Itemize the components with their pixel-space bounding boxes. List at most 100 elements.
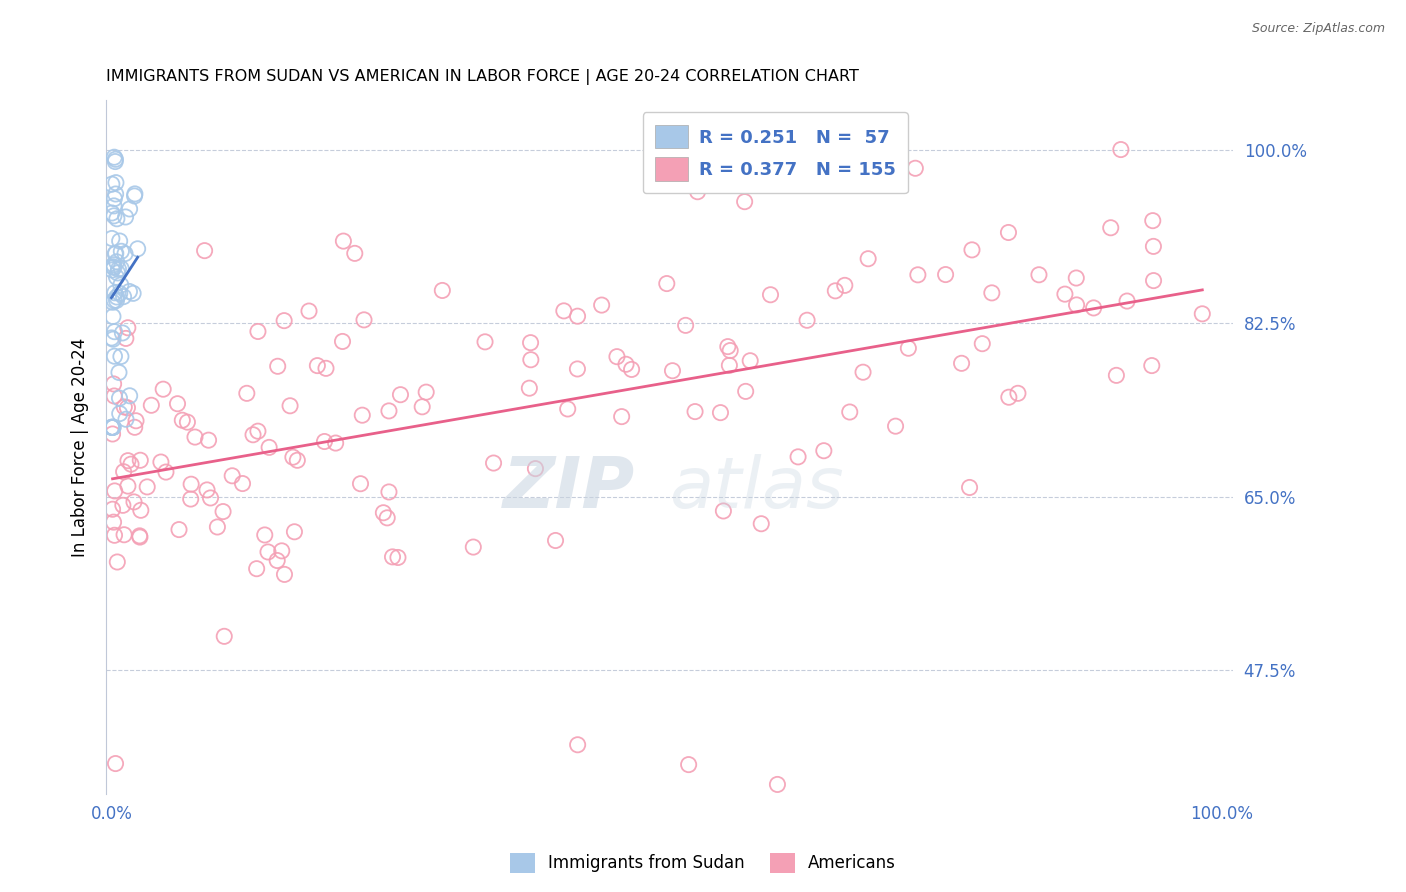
Point — [103, 528, 125, 542]
Point — [285, 453, 308, 467]
Point — [273, 567, 295, 582]
Point — [149, 455, 172, 469]
Point — [907, 268, 929, 282]
Point — [110, 244, 132, 259]
Point — [1083, 301, 1105, 315]
Point — [1064, 271, 1087, 285]
Point — [373, 506, 395, 520]
Point — [1066, 298, 1088, 312]
Point — [283, 524, 305, 539]
Point — [314, 434, 336, 449]
Point — [107, 262, 129, 277]
Point — [980, 285, 1002, 300]
Point — [332, 334, 354, 349]
Point — [381, 549, 404, 564]
Point — [567, 362, 589, 376]
Point — [114, 246, 136, 260]
Point — [105, 254, 128, 268]
Point — [257, 545, 280, 559]
Point — [103, 293, 125, 308]
Point — [246, 562, 269, 576]
Point — [103, 258, 125, 272]
Point — [105, 293, 128, 308]
Point — [718, 343, 741, 358]
Point — [117, 453, 139, 467]
Text: Source: ZipAtlas.com: Source: ZipAtlas.com — [1251, 22, 1385, 36]
Point — [128, 529, 150, 543]
Point — [108, 391, 131, 405]
Point — [463, 540, 485, 554]
Point — [683, 404, 706, 418]
Point — [127, 242, 149, 256]
Point — [343, 246, 366, 260]
Point — [713, 504, 735, 518]
Point — [950, 356, 973, 370]
Point — [104, 756, 127, 771]
Point — [352, 408, 374, 422]
Point — [415, 385, 437, 400]
Point — [432, 284, 454, 298]
Point — [124, 189, 146, 203]
Point — [474, 334, 496, 349]
Point — [101, 263, 124, 277]
Point — [257, 441, 280, 455]
Point — [101, 427, 124, 442]
Point — [1007, 386, 1029, 401]
Point — [103, 199, 125, 213]
Text: IMMIGRANTS FROM SUDAN VS AMERICAN IN LABOR FORCE | AGE 20-24 CORRELATION CHART: IMMIGRANTS FROM SUDAN VS AMERICAN IN LAB… — [105, 69, 859, 85]
Point — [152, 382, 174, 396]
Point — [194, 244, 217, 258]
Point — [567, 738, 589, 752]
Point — [104, 483, 127, 498]
Point — [122, 286, 145, 301]
Point — [675, 318, 697, 333]
Point — [520, 352, 543, 367]
Point — [108, 407, 131, 421]
Point — [813, 443, 835, 458]
Point — [904, 161, 927, 176]
Point — [281, 450, 304, 465]
Point — [787, 450, 810, 464]
Point — [856, 252, 879, 266]
Point — [519, 381, 541, 395]
Point — [315, 361, 337, 376]
Point — [103, 376, 125, 391]
Point — [557, 401, 579, 416]
Point — [101, 260, 124, 274]
Point — [104, 186, 127, 201]
Point — [349, 476, 371, 491]
Point — [998, 390, 1021, 404]
Point — [101, 310, 124, 324]
Point — [101, 295, 124, 310]
Point — [184, 430, 207, 444]
Point — [195, 483, 218, 497]
Point — [129, 453, 152, 467]
Point — [104, 246, 127, 260]
Point — [105, 290, 128, 304]
Point — [298, 304, 321, 318]
Point — [111, 498, 134, 512]
Point — [838, 405, 860, 419]
Point — [103, 420, 125, 434]
Point — [166, 397, 188, 411]
Point — [897, 341, 920, 355]
Point — [115, 412, 138, 426]
Point — [749, 516, 772, 531]
Point — [101, 420, 124, 434]
Point — [824, 284, 846, 298]
Point — [118, 285, 141, 299]
Point — [104, 247, 127, 261]
Point — [110, 278, 132, 293]
Point — [519, 335, 541, 350]
Point — [103, 325, 125, 339]
Point — [1142, 239, 1164, 253]
Point — [482, 456, 505, 470]
Point — [104, 154, 127, 169]
Point — [110, 261, 132, 276]
Point — [236, 386, 259, 401]
Point — [960, 243, 983, 257]
Point — [114, 210, 136, 224]
Point — [325, 436, 347, 450]
Point — [389, 387, 412, 401]
Point — [332, 234, 354, 248]
